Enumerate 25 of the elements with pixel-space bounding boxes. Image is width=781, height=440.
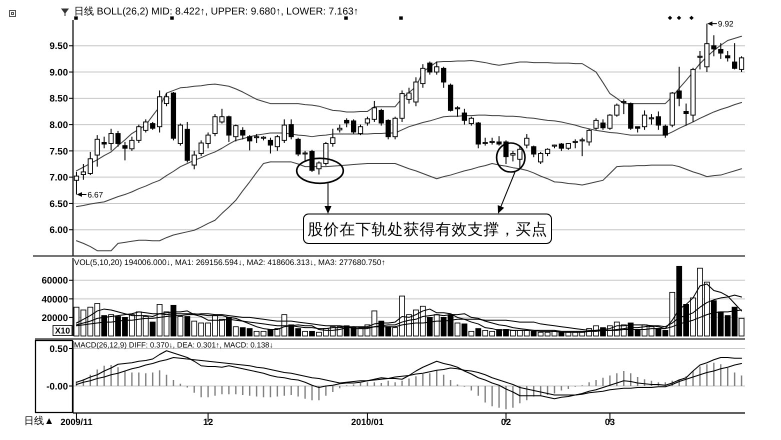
y-tick-label: 40000: [42, 294, 68, 306]
y-tick-label: 6.50: [50, 198, 68, 210]
y-tick-label: 20000: [42, 312, 68, 324]
y-tick-label: 9.50: [50, 41, 68, 52]
y-tick-label: -0.00: [46, 381, 68, 392]
y-tick-label: 9.00: [50, 67, 68, 78]
chart-title: 日线 BOLL(26,2) MID: 8.422↑, UPPER: 9.680↑, LOWER: 7.163↑: [74, 6, 359, 18]
y-tick-label: 60000: [42, 276, 68, 287]
annotation: 9.92: [718, 20, 734, 29]
y-tick-label: 8.50: [50, 94, 68, 105]
ylabel: X10: [52, 325, 72, 336]
x-tick-label: 2010/01: [351, 417, 384, 427]
x-tick-label: 12: [203, 417, 214, 427]
x-tick-label: 02: [500, 417, 511, 427]
text: 日线▲: [24, 415, 54, 427]
y-tick-label: 0.50: [50, 344, 68, 355]
y-tick-label: 7.00: [50, 172, 68, 184]
y-tick-label: 8.00: [50, 120, 68, 131]
annotation: 6.67: [87, 190, 104, 200]
annotation: 股价在下轨处获得有效支撑，买点: [308, 220, 548, 238]
x-tick-label: 03: [604, 417, 615, 427]
x-tick-label: 2009/11: [60, 417, 92, 427]
chart-title: VOL(5,10,20) 194006.000↓, MA1: 269156.594↓, MA2: 418606.313↓, MA3: 277680.750↑: [74, 258, 386, 267]
y-tick-label: 6.00: [50, 225, 68, 236]
y-tick-label: 7.50: [50, 146, 68, 158]
